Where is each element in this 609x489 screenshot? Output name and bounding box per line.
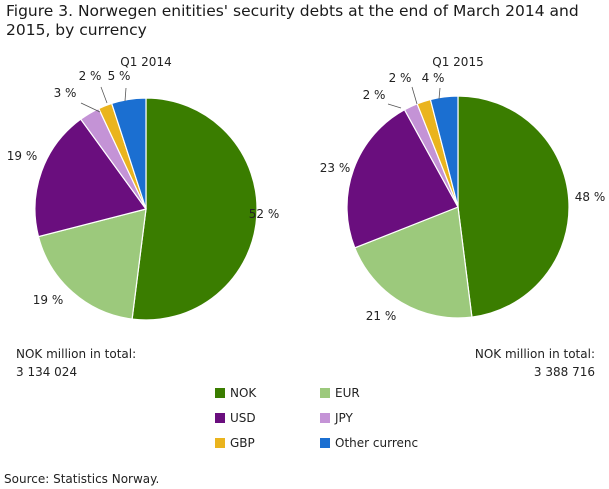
source-note: Source: Statistics Norway. [4, 472, 160, 486]
pie-2014: 52 % 19 % 19 % 3 %2 % 5 %Q1 2014 [7, 55, 280, 321]
value-label-nok-2015: 48 % [575, 190, 606, 204]
leader-line-gbp-2014 [100, 86, 108, 104]
value-label-eur-2014: 19 % [33, 293, 64, 307]
value-label-gbp-2015: 2 % [389, 71, 412, 85]
value-label-usd-2015: 23 % [320, 161, 351, 175]
legend-swatch-gbp [215, 438, 225, 448]
slice-other-currenc-2015 [429, 95, 459, 208]
slice-nok-2015 [457, 95, 570, 318]
slice-other-currenc-2014 [110, 97, 147, 210]
leader-line-jpy-2015 [387, 103, 402, 109]
leader-line-jpy-2014 [80, 102, 101, 113]
legend-label-other: Other currenc [335, 436, 419, 450]
total-label-2014: NOK million in total: [16, 347, 137, 361]
total-label-2015: NOK million in total: [474, 347, 595, 361]
legend-swatch-other [320, 438, 330, 448]
total-value-2014: 3 134 024 [16, 365, 78, 379]
slice-eur-2014 [37, 208, 147, 320]
pie-title-2014: Q1 2014 [120, 55, 171, 69]
value-label-jpy-2015: 2 % [363, 88, 386, 102]
legend-label-nok: NOK [230, 386, 257, 400]
slice-usd-2014 [34, 118, 148, 238]
leader-line-other-currenc-2015 [438, 87, 441, 100]
legend-label-gbp: GBP [230, 436, 255, 450]
value-label-nok-2014: 52 % [249, 207, 280, 221]
chart-title: Figure 3. Norwegen enitities' security d… [6, 2, 579, 39]
pie-2015: 48 % 21 % 23 % 2 %2 % 4 % Q1 2015 [320, 55, 606, 323]
leader-line-other-currenc-2014 [124, 87, 127, 102]
slice-usd-2015 [346, 108, 459, 249]
value-label-eur-2015: 21 % [366, 309, 397, 323]
legend-swatch-jpy [320, 413, 330, 423]
legend-swatch-usd [215, 413, 225, 423]
total-value-2015: 3 388 716 [533, 365, 595, 379]
value-label-other-currenc-2014: 5 % [108, 69, 131, 83]
value-label-usd-2014: 19 % [7, 149, 38, 163]
value-label-other-currenc-2015: 4 % [422, 71, 445, 85]
slice-nok-2014 [131, 97, 258, 321]
value-label-gbp-2014: 2 % [79, 69, 102, 83]
slice-eur-2015 [354, 206, 473, 319]
legend-label-jpy: JPY [335, 411, 353, 425]
pie-title-2015: Q1 2015 [432, 55, 483, 69]
legend-label-usd: USD [230, 411, 256, 425]
legend-swatch-nok [215, 388, 225, 398]
legend-swatch-eur [320, 388, 330, 398]
legend-label-eur: EUR [335, 386, 360, 400]
value-label-jpy-2014: 3 % [54, 86, 77, 100]
leader-line-gbp-2015 [411, 86, 418, 105]
